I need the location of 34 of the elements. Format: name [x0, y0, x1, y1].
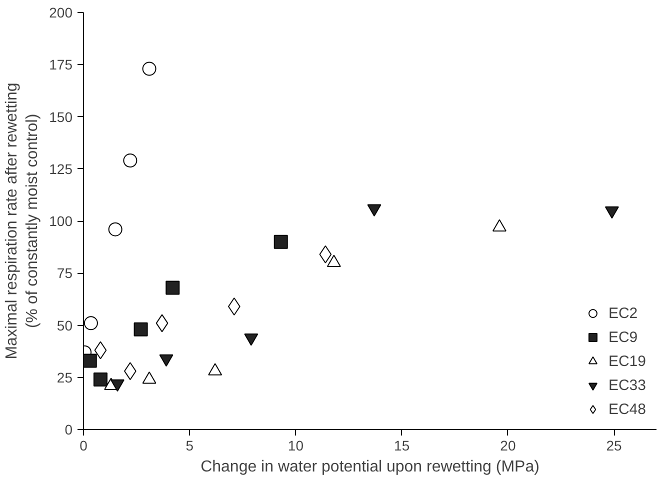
y-tick-label: 100 [49, 213, 73, 229]
x-tick-label: 25 [606, 438, 622, 454]
point [319, 245, 332, 264]
point [142, 62, 156, 76]
y-tick-label: 25 [56, 369, 73, 386]
x-axis-title: Change in water potential upon rewetting (MPa) [200, 458, 540, 476]
y-tick-label: 200 [49, 4, 73, 20]
point [166, 280, 180, 295]
y-tick-label: 75 [56, 265, 73, 282]
y-tick-label: 125 [49, 160, 73, 177]
x-tick-label: 10 [288, 438, 304, 454]
y-tick-label: 175 [49, 56, 73, 73]
legend-label: EC33 [608, 376, 646, 394]
x-tick-label: 20 [500, 438, 516, 454]
point [84, 354, 97, 368]
x-tick-label: 0 [80, 438, 88, 454]
point [134, 322, 148, 336]
point [274, 234, 288, 249]
y-axis-title: Maximal respiration rate after rewetting (% of constantly moist control) [4, 82, 42, 360]
legend-label: EC2 [608, 304, 638, 322]
y-tick-label: 150 [49, 108, 73, 125]
point [156, 314, 168, 332]
x-tick-label: 5 [186, 438, 194, 454]
point [93, 372, 108, 386]
point [108, 222, 122, 236]
y-tick-label: 0 [64, 422, 73, 438]
y-tick-label: 50 [56, 317, 73, 334]
point [123, 154, 138, 168]
point [84, 316, 98, 330]
point [94, 341, 107, 360]
legend-label: EC9 [608, 328, 638, 346]
legend-label: EC48 [608, 400, 646, 418]
legend-label: EC19 [608, 352, 646, 370]
x-tick-label: 15 [394, 438, 410, 454]
